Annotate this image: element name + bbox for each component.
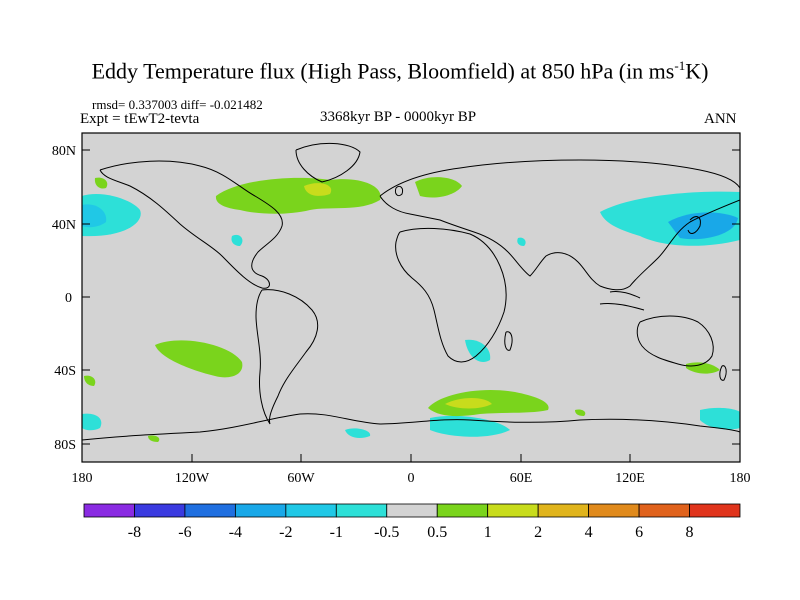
colorbar-swatch	[134, 503, 186, 518]
lon-tick-180w: 180	[72, 471, 93, 486]
region-southern-ocean-west	[82, 413, 102, 431]
colorbar-label: -8	[128, 524, 141, 541]
colorbar-swatch	[487, 503, 539, 518]
region-scandinavia	[415, 177, 462, 198]
coast-japan	[687, 216, 701, 234]
lat-tick-80s: 80S	[54, 438, 76, 453]
axis-ticks	[81, 149, 741, 462]
colorbar-label: 6	[635, 524, 643, 541]
region-australia-south	[686, 362, 720, 374]
region-southern-ocean-core	[445, 398, 492, 409]
lon-tick-60e: 60E	[510, 471, 533, 486]
colorbar-label: -2	[279, 524, 292, 541]
colorbar-swatch	[537, 503, 590, 518]
colorbar-swatch	[234, 503, 287, 518]
colorbar-label: -1	[330, 524, 343, 541]
region-southern-small	[148, 435, 160, 442]
colorbar-swatch	[689, 503, 741, 518]
lon-tick-120w: 120W	[175, 471, 210, 486]
colorbar-swatch	[285, 503, 337, 518]
coast-australia	[636, 315, 714, 367]
stats-label: rmsd= 0.337003 diff= -0.021482	[92, 97, 263, 112]
period-label: 3368kyr BP - 0000kyr BP	[320, 109, 477, 125]
lon-tick-0: 0	[408, 471, 415, 486]
region-alaska	[94, 177, 108, 189]
coast-indonesia	[599, 291, 645, 311]
anomaly-field	[82, 177, 740, 442]
lat-tick-0: 0	[65, 291, 72, 306]
colorbar-swatch	[436, 503, 489, 518]
coast-north-america	[99, 160, 283, 289]
colorbar-label: 1	[484, 524, 492, 541]
coast-uk	[395, 185, 403, 197]
region-north-pacific-core	[668, 212, 738, 240]
coast-antarctica	[82, 413, 740, 441]
season-label: ANN	[704, 111, 737, 127]
coast-africa	[395, 227, 507, 363]
region-north-atlantic	[215, 177, 381, 214]
region-arabia	[517, 237, 526, 246]
colorbar-label: -4	[229, 524, 242, 541]
coast-madagascar	[504, 331, 513, 351]
lon-tick-60w: 60W	[287, 471, 315, 486]
colorbar-label: 0.5	[427, 524, 447, 541]
lat-tick-40s: 40S	[54, 364, 76, 379]
lon-tick-180e: 180	[730, 471, 751, 486]
colorbar-swatch	[335, 503, 388, 518]
coast-south-america	[255, 289, 319, 425]
region-south-atlantic-a	[84, 375, 96, 386]
colorbar-swatch	[386, 503, 438, 518]
lat-tick-40n: 40N	[52, 218, 76, 233]
colorbar-swatch	[184, 503, 236, 518]
coast-new-zealand	[719, 365, 727, 381]
region-south-africa	[465, 339, 491, 362]
colorbar: -8 -6 -4 -2 -1 -0.5 0.5 1 2 4 6 8	[83, 503, 741, 541]
region-southern-ocean-east	[700, 407, 740, 430]
region-southern-ocean-a	[345, 428, 371, 438]
coast-eurasia	[379, 159, 740, 291]
colorbar-swatch	[638, 503, 690, 518]
colorbar-label: 4	[585, 524, 593, 541]
lon-tick-120e: 120E	[615, 471, 645, 486]
map-title: Eddy Temperature flux (High Pass, Bloomf…	[91, 58, 709, 84]
coast-greenland	[295, 142, 361, 183]
region-north-pacific-west-core	[82, 204, 107, 228]
experiment-label: Expt = tEwT2-tevta	[80, 111, 200, 127]
colorbar-swatch	[588, 503, 640, 518]
coastlines	[82, 142, 740, 441]
colorbar-label: -0.5	[374, 524, 399, 541]
colorbar-swatch	[83, 503, 135, 518]
region-south-pacific	[155, 340, 243, 378]
colorbar-label: 2	[534, 524, 542, 541]
colorbar-label: 8	[686, 524, 694, 541]
region-us-patch	[231, 234, 243, 246]
colorbar-label: -6	[178, 524, 191, 541]
lat-tick-80n: 80N	[52, 144, 76, 159]
map-background	[82, 133, 740, 462]
region-south-indian	[575, 409, 586, 416]
region-north-atlantic-core	[304, 183, 332, 196]
